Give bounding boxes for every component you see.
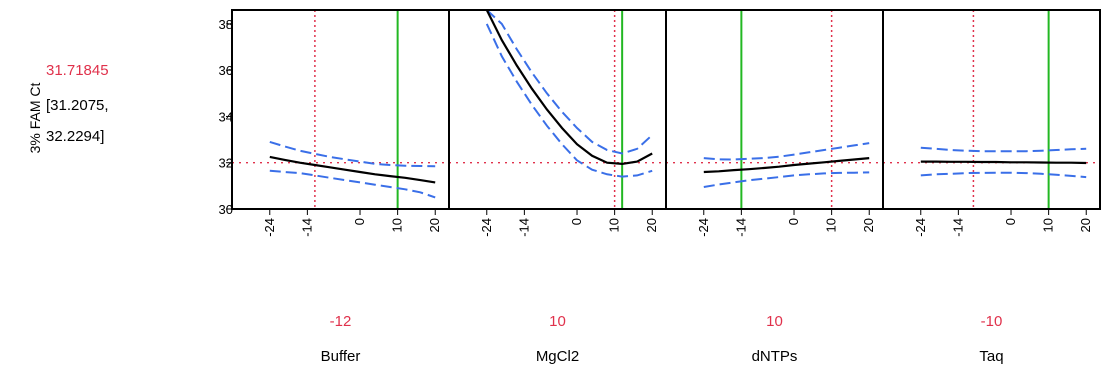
factor-setting-Buffer[interactable]: -12 [330, 313, 352, 330]
fit-curve [269, 155, 436, 184]
x-tick-label: 0 [1003, 218, 1018, 225]
factor-setting-dNTPs[interactable]: 10 [766, 313, 783, 330]
factor-setting-MgCl2[interactable]: 10 [549, 313, 566, 330]
panel-frame [448, 9, 667, 210]
factor-name-dNTPs: dNTPs [752, 348, 798, 365]
predicted-value: 31.71845 [46, 62, 109, 79]
y-tick-label: 38 [219, 17, 233, 32]
plot-area [883, 10, 1100, 209]
ci-upper: 32.2294] [46, 128, 104, 145]
y-tick-label: 34 [219, 109, 233, 124]
y-tick-label: 32 [219, 156, 233, 171]
lower-ci-curve [485, 23, 653, 178]
upper-ci-curve [920, 146, 1087, 153]
ci-lower: [31.2075, [46, 97, 109, 114]
lower-ci-curve [703, 171, 870, 188]
y-tick-label: 36 [219, 63, 233, 78]
panel-Taq[interactable]: -24 -14 0 10 20 -10 Taq [882, 9, 1101, 365]
factor-name-MgCl2: MgCl2 [536, 348, 579, 365]
panel-MgCl2[interactable]: -24 -14 0 10 20 10 MgCl2 [448, 9, 667, 365]
factor-setting-Taq[interactable]: -10 [981, 313, 1003, 330]
upper-ci-curve [486, 10, 653, 155]
x-tick-label: 10 [607, 218, 622, 232]
upper-ci-curve [269, 140, 436, 168]
x-tick-label: 20 [1078, 218, 1093, 232]
x-tick-label: -14 [299, 218, 314, 237]
y-tick-label: 30 [219, 202, 233, 217]
plot-area [232, 10, 449, 209]
x-tick-label: -14 [516, 218, 531, 237]
panel-Buffer[interactable]: -24 -14 0 10 20 -12 Buffer [231, 9, 450, 365]
y-axis-label: 3% FAM Ct [27, 82, 43, 153]
factor-name-Buffer: Buffer [321, 348, 361, 365]
lower-ci-curve [920, 171, 1087, 179]
x-tick-label: -14 [733, 218, 748, 237]
factor-name-Taq: Taq [979, 348, 1003, 365]
x-tick-label: -24 [696, 218, 711, 237]
panel-frame [882, 9, 1101, 210]
x-tick-label: 10 [390, 218, 405, 232]
panel-dNTPs[interactable]: -24 -14 0 10 20 10 dNTPs [665, 9, 884, 365]
lower-ci-curve [269, 169, 436, 199]
x-tick-label: -24 [262, 218, 277, 237]
x-tick-label: 20 [644, 218, 659, 232]
x-tick-label: 20 [861, 218, 876, 232]
x-tick-label: 0 [786, 218, 801, 225]
x-tick-label: 0 [352, 218, 367, 225]
x-tick-label: 10 [824, 218, 839, 232]
x-tick-label: 20 [427, 218, 442, 232]
plot-area [666, 10, 883, 209]
panel-frame [665, 9, 884, 210]
upper-ci-curve [703, 142, 870, 161]
x-tick-label: 10 [1041, 218, 1056, 232]
x-tick-label: -24 [479, 218, 494, 237]
fit-curve [703, 157, 870, 174]
fit-curve [920, 160, 1087, 165]
fit-curve [485, 10, 653, 166]
x-tick-label: -14 [950, 218, 965, 237]
x-tick-label: -24 [913, 218, 928, 237]
x-tick-label: 0 [569, 218, 584, 225]
plot-area [449, 10, 666, 209]
